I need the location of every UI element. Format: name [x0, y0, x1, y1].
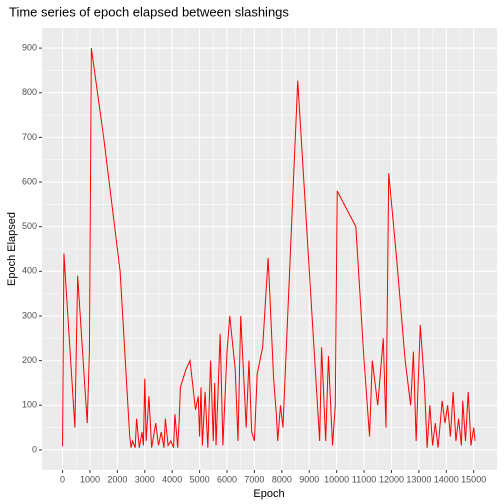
x-tick-label: 0: [60, 474, 65, 484]
x-tick-label: 9000: [299, 474, 319, 484]
x-tick-label: 2000: [107, 474, 127, 484]
x-tick-label: 14000: [434, 474, 459, 484]
x-tick-label: 12000: [379, 474, 404, 484]
line: [62, 48, 476, 448]
x-tick-label: 5000: [190, 474, 210, 484]
y-tick-label: 800: [22, 87, 37, 97]
x-tick-label: 10000: [324, 474, 349, 484]
x-tick-label: 3000: [135, 474, 155, 484]
y-tick-label: 700: [22, 132, 37, 142]
x-tick-label: 7000: [244, 474, 264, 484]
chart-title: Time series of epoch elapsed between sla…: [9, 4, 289, 19]
x-tick-label: 4000: [162, 474, 182, 484]
y-tick-label: 300: [22, 310, 37, 320]
x-tick-label: 13000: [406, 474, 431, 484]
x-tick-label: 15000: [461, 474, 486, 484]
y-tick-label: 0: [32, 444, 37, 454]
y-tick-label: 200: [22, 355, 37, 365]
y-tick-label: 600: [22, 176, 37, 186]
y-axis-title: Epoch Elapsed: [6, 212, 18, 286]
y-tick-label: 500: [22, 221, 37, 231]
x-tick-label: 8000: [272, 474, 292, 484]
y-tick-label: 400: [22, 266, 37, 276]
y-tick-label: 900: [22, 42, 37, 52]
x-tick-label: 6000: [217, 474, 237, 484]
x-axis-title: Epoch: [253, 488, 284, 500]
x-tick-label: 11000: [352, 474, 376, 484]
y-tick-label: 100: [22, 400, 37, 410]
x-tick-label: 1000: [80, 474, 100, 484]
